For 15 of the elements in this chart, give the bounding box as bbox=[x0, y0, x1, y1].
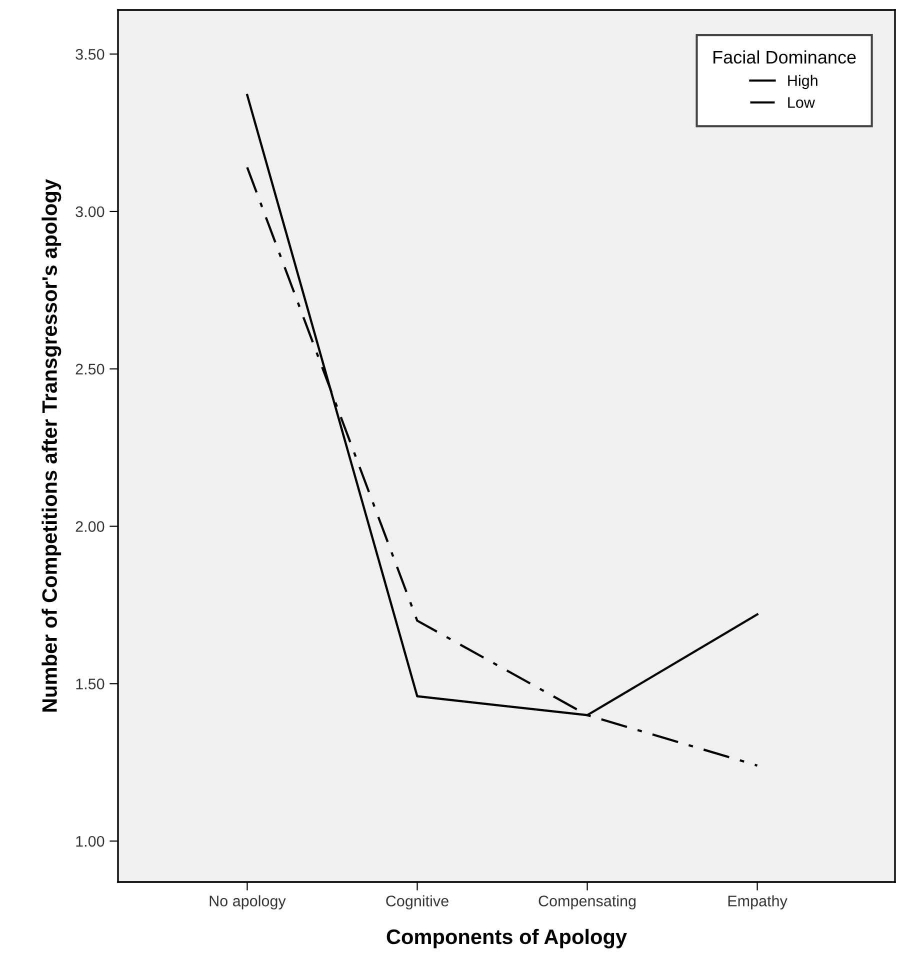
y-tick-label: 1.50 bbox=[76, 678, 104, 690]
x-tick-label: No apology bbox=[210, 895, 286, 910]
x-tick-label: Cognitive bbox=[386, 895, 448, 910]
y-tick-label: 2.00 bbox=[76, 521, 104, 532]
y-tick-label: 3.50 bbox=[76, 48, 104, 60]
y-tick-label: 1.00 bbox=[76, 836, 104, 847]
x-tick-label: Empathy bbox=[728, 895, 788, 910]
y-axis-title: Number of Competitions after Transgressor's apology bbox=[42, 179, 62, 712]
legend-label: High bbox=[788, 74, 818, 90]
legend-label: Low bbox=[788, 97, 815, 108]
y-tick-label: 2.50 bbox=[76, 364, 104, 375]
x-tick-label: Compensating bbox=[538, 895, 636, 910]
x-axis-title: Components of Apology bbox=[386, 928, 627, 948]
legend-title: Facial Dominance bbox=[714, 50, 856, 64]
y-tick-label: 3.00 bbox=[76, 206, 104, 218]
